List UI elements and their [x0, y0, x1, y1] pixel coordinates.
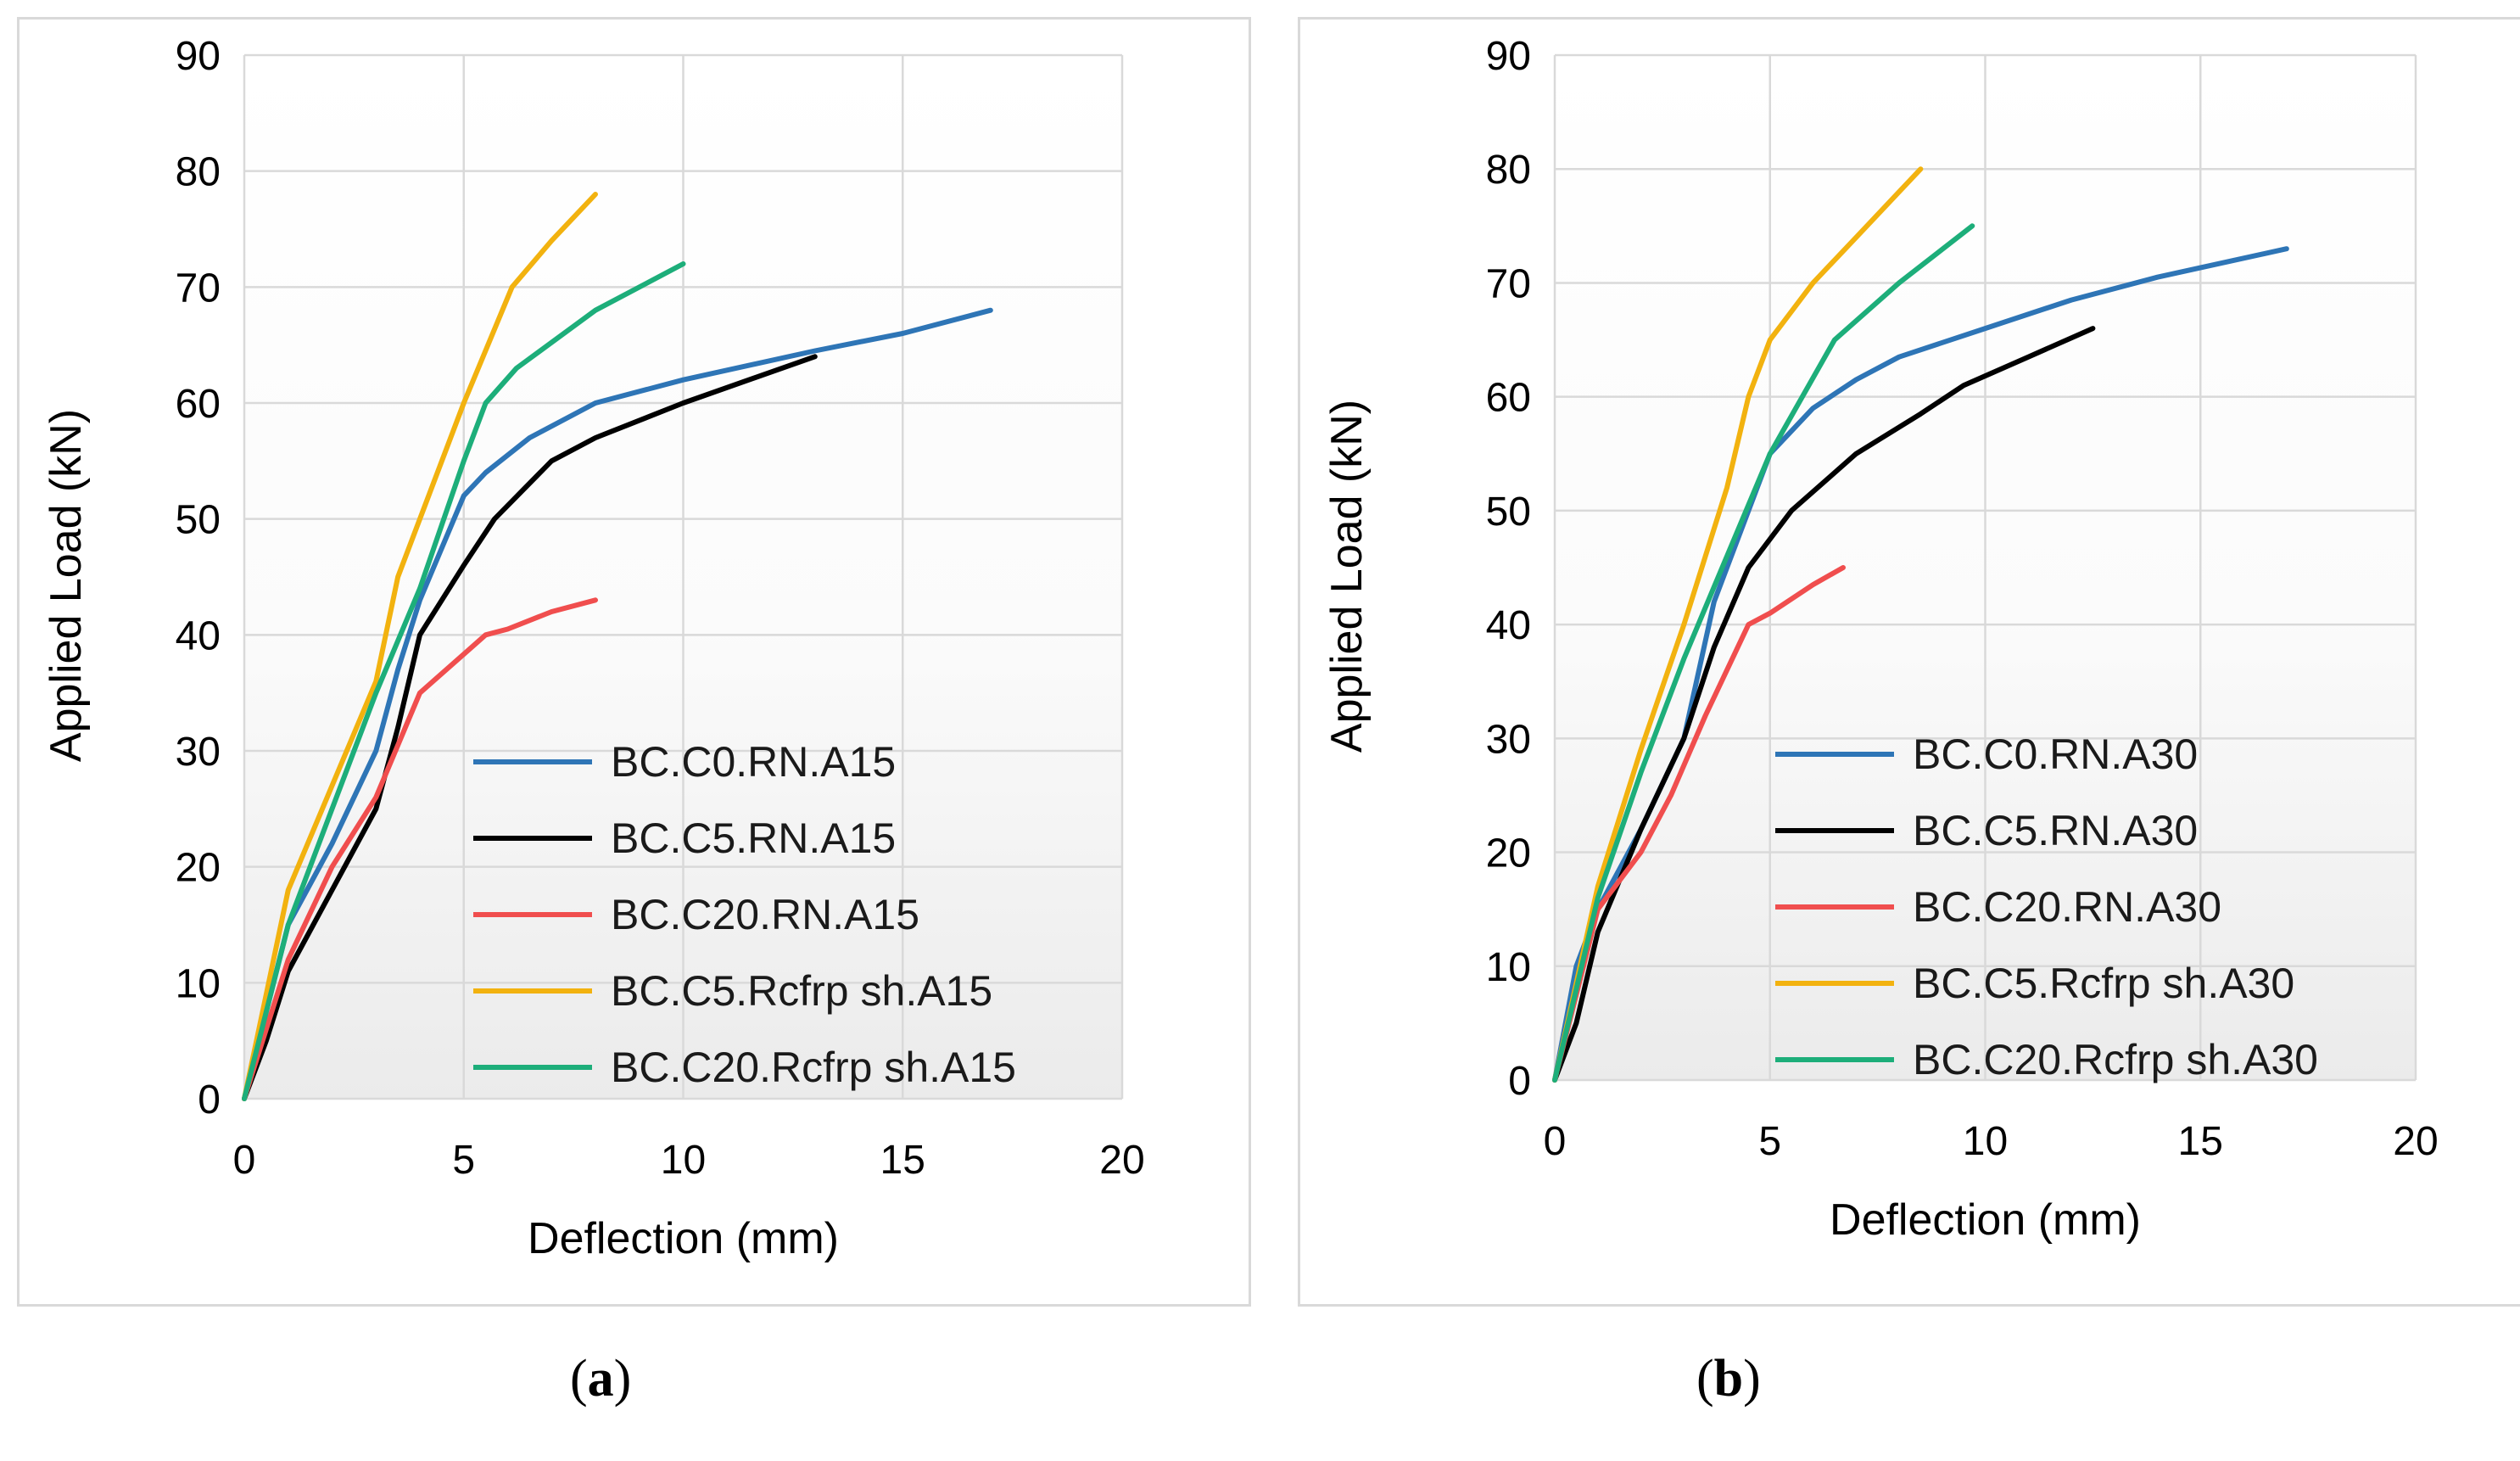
chart-a-legend-label-4: BC.C5.Rcfrp sh.A15 — [611, 967, 992, 1015]
chart-b-y-tick-label: 20 — [1486, 831, 1531, 876]
chart-b-x-axis-title: Deflection (mm) — [1830, 1195, 2141, 1245]
chart-b-y-tick-label: 50 — [1486, 490, 1531, 535]
chart-b-y-tick-label: 70 — [1486, 261, 1531, 306]
chart-b-y-tick-label: 10 — [1486, 945, 1531, 990]
chart-a-y-tick-label: 30 — [176, 730, 221, 775]
chart-a-y-tick-label: 20 — [176, 846, 221, 891]
chart-a-series-3-line — [242, 597, 598, 1101]
chart-b-y-tick-label: 60 — [1486, 376, 1531, 421]
chart-b-series-2-line — [1552, 326, 2096, 1083]
chart-b-legend-label-3: BC.C20.RN.A30 — [1913, 883, 2221, 931]
caption-a: (a) — [570, 1350, 632, 1408]
chart-a-y-tick-label: 60 — [176, 382, 221, 427]
chart-b-x-tick-label: 15 — [2178, 1119, 2223, 1164]
chart-b-y-tick-label: 40 — [1486, 603, 1531, 648]
chart-a-legend-label-3: BC.C20.RN.A15 — [611, 891, 919, 938]
chart-a-series-1-line — [242, 307, 993, 1101]
chart-a-y-tick-label: 0 — [198, 1078, 221, 1122]
chart-a-x-tick-label: 0 — [233, 1138, 256, 1183]
caption-b: (b) — [1696, 1350, 1761, 1408]
chart-a-y-tick-label: 70 — [176, 266, 221, 311]
chart-b-svg: 0 10 20 30 40 50 60 70 80 90 0 5 10 15 20 Deflection (m… — [1322, 34, 2439, 1245]
chart-b-x-tick-label: 20 — [2393, 1119, 2438, 1164]
chart-b-series-5-line — [1552, 223, 1975, 1083]
chart-b-x-tick-label: 10 — [1963, 1119, 2008, 1164]
chart-a-y-tick-label: 40 — [176, 613, 221, 658]
chart-a-legend-label-5: BC.C20.Rcfrp sh.A15 — [611, 1044, 1016, 1091]
chart-panel-b: 0 10 20 30 40 50 60 70 80 90 0 5 10 15 20 Deflection (m… — [1298, 17, 2520, 1307]
chart-b-x-tick-label: 0 — [1544, 1119, 1567, 1164]
chart-a-y-tick-label: 10 — [176, 961, 221, 1006]
chart-a-y-axis-title: Applied Load (kN) — [42, 409, 91, 762]
chart-a-legend-label-1: BC.C0.RN.A15 — [611, 738, 896, 786]
chart-a-y-tick-label: 90 — [176, 34, 221, 79]
chart-b-legend-label-2: BC.C5.RN.A30 — [1913, 807, 2198, 854]
chart-a-x-tick-label: 10 — [661, 1138, 706, 1183]
chart-b-legend-label-1: BC.C0.RN.A30 — [1913, 730, 2198, 778]
chart-a-series-2-line — [242, 354, 818, 1101]
chart-a-series-5-line — [242, 261, 686, 1101]
chart-b-y-tick-label: 0 — [1508, 1059, 1531, 1104]
chart-panel-a: 0 10 20 30 40 50 60 70 80 90 0 5 10 15 20 Deflection (m… — [17, 17, 1251, 1307]
chart-a-svg: 0 10 20 30 40 50 60 70 80 90 0 5 10 15 20 Deflection (m… — [42, 34, 1145, 1263]
chart-b-series-4-line — [1552, 166, 1924, 1083]
chart-b-y-axis-title: Applied Load (kN) — [1322, 400, 1372, 753]
chart-b-x-tick-label: 5 — [1758, 1119, 1781, 1164]
chart-a-x-tick-label: 15 — [880, 1138, 925, 1183]
chart-a-y-tick-label: 80 — [176, 150, 221, 195]
chart-b-legend-label-4: BC.C5.Rcfrp sh.A30 — [1913, 960, 2294, 1007]
chart-a-y-tick-label: 50 — [176, 498, 221, 543]
chart-b-y-tick-label: 90 — [1486, 34, 1531, 79]
chart-b-y-tick-label: 80 — [1486, 148, 1531, 193]
chart-b-legend-label-5: BC.C20.Rcfrp sh.A30 — [1913, 1036, 2318, 1083]
chart-a-legend-label-2: BC.C5.RN.A15 — [611, 814, 896, 862]
chart-a-x-tick-label: 5 — [452, 1138, 475, 1183]
chart-b-y-tick-label: 30 — [1486, 717, 1531, 762]
chart-b-series-3-line — [1552, 565, 1846, 1083]
chart-a-x-axis-title: Deflection (mm) — [528, 1214, 839, 1263]
chart-a-series-4-line — [242, 192, 598, 1101]
chart-a-x-tick-label: 20 — [1099, 1138, 1144, 1183]
